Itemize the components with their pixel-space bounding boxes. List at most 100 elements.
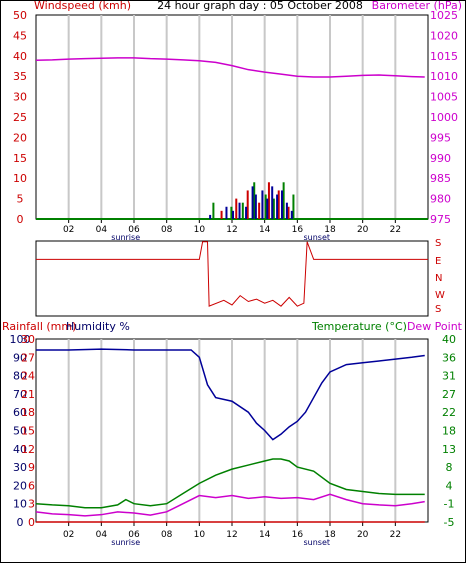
humidity-tick-10: 10 [13,498,27,511]
windspeed-bar [254,194,257,219]
left-tick-wind-30: 30 [13,91,27,104]
x-tick-label-wind-18: 18 [324,225,336,235]
direction-tick-E-1: E [435,256,441,267]
windspeed-bar [261,190,264,219]
windspeed-bar [251,186,254,219]
windspeed-bar [285,202,288,219]
humidity-tick-90: 90 [13,351,27,364]
wind-gust-bar [235,198,238,219]
windspeed-bar [266,198,269,219]
x-tick-label-temp-08: 08 [161,530,173,540]
humidity-tick-100: 100 [10,333,31,346]
direction-tick-W-3: W [435,290,445,301]
temp-tick-18: 18 [442,425,456,438]
rain-tick-21: 21 [21,388,35,401]
wind-gust-bar [212,202,215,219]
rain-tick-30: 30 [21,333,35,346]
windspeed-bar [271,186,274,219]
humidity-tick-30: 30 [13,461,27,474]
left-tick-wind-40: 40 [13,50,27,63]
rain-tick-12: 12 [21,443,35,456]
dewpoint-line [35,493,425,517]
barometer-axis-label: Barometer (hPa) [372,0,462,12]
x-tick-label-wind-14: 14 [259,225,271,235]
direction-tick-S-4: S [435,304,441,315]
wind-gust-bar [287,206,290,219]
temp-tick-31: 31 [442,370,456,383]
right-tick-baro-1015: 1015 [430,50,458,63]
humidity-tick-20: 20 [13,479,27,492]
humidity-axis-label: Humidity % [66,320,130,333]
right-tick-baro-1005: 1005 [430,91,458,104]
x-tick-label-temp-18: 18 [324,530,336,540]
left-tick-wind-15: 15 [13,152,27,165]
x-tick-label-temp-12: 12 [226,530,237,540]
x-tick-label-temp-14: 14 [259,530,271,540]
right-tick-baro-1025: 1025 [430,9,458,22]
chart-title: 24 hour graph day : 05 October 2008 [157,0,363,12]
wind-direction-line [36,241,428,307]
humidity-tick-60: 60 [13,406,27,419]
wind-gust-bar [246,190,249,219]
left-tick-wind-25: 25 [13,111,27,124]
right-tick-baro-980: 980 [430,193,451,206]
wind-gust-bar [267,182,270,219]
left-tick-wind-0: 0 [17,213,24,226]
right-tick-baro-995: 995 [430,131,451,144]
temp-tick-8: 8 [446,461,453,474]
x-tick-label-wind-08: 08 [161,225,173,235]
rain-tick-9: 9 [28,461,35,474]
x-tick-label-wind-22: 22 [390,225,401,235]
right-tick-baro-985: 985 [430,172,451,185]
humidity-tick-70: 70 [13,388,27,401]
wind-gust-bar [241,202,244,219]
sunrise-label-wind: sunrise [111,233,140,242]
temperature-line [35,458,425,509]
wind-gust-bar [230,206,233,219]
x-tick-label-temp-04: 04 [96,530,108,540]
windspeed-axis-label: Windspeed (kmh) [34,0,131,12]
wind-gust-bar [253,182,256,219]
wind-gust-bar [258,202,261,219]
sunset-label-wind: sunset [303,233,330,242]
rain-tick-18: 18 [21,406,35,419]
humidity-tick-50: 50 [13,425,27,438]
left-tick-wind-45: 45 [13,29,27,42]
left-tick-wind-10: 10 [13,172,27,185]
wind-gust-bar [272,198,275,219]
barometer-line [35,57,425,78]
x-tick-label-temp-16: 16 [292,530,304,540]
windspeed-bar [225,206,228,219]
temp-tick-4: 4 [446,479,453,492]
temp-tick-40: 40 [442,333,456,346]
plot-area-direction [35,240,429,317]
left-tick-wind-50: 50 [13,9,27,22]
rain-tick-0: 0 [28,516,35,529]
temp-tick-13: 13 [442,443,456,456]
rain-tick-27: 27 [21,351,35,364]
x-tick-label-wind-20: 20 [357,225,369,235]
temp-tick-27: 27 [442,388,456,401]
left-tick-wind-35: 35 [13,70,27,83]
x-tick-label-wind-04: 04 [96,225,108,235]
windspeed-bar [245,206,248,219]
rain-tick-24: 24 [21,370,35,383]
x-tick-label-wind-10: 10 [194,225,206,235]
humidity-tick-40: 40 [13,443,27,456]
temp-tick--5: -5 [444,516,455,529]
wind-gust-bar [220,210,223,219]
wind-gust-bar [292,194,295,219]
temp-tick--1: -1 [444,498,455,511]
x-tick-label-temp-10: 10 [194,530,206,540]
wind-gust-bar [264,194,267,219]
temp-tick-22: 22 [442,406,456,419]
temp-tick-36: 36 [442,351,456,364]
wind-gust-bar [277,190,280,219]
x-tick-label-wind-12: 12 [226,225,237,235]
x-tick-label-temp-02: 02 [63,530,74,540]
x-tick-label-temp-22: 22 [390,530,401,540]
windspeed-bar [281,190,283,219]
x-tick-label-wind-02: 02 [63,225,74,235]
rainfall-axis-label: Rainfall (mm) [2,320,76,333]
